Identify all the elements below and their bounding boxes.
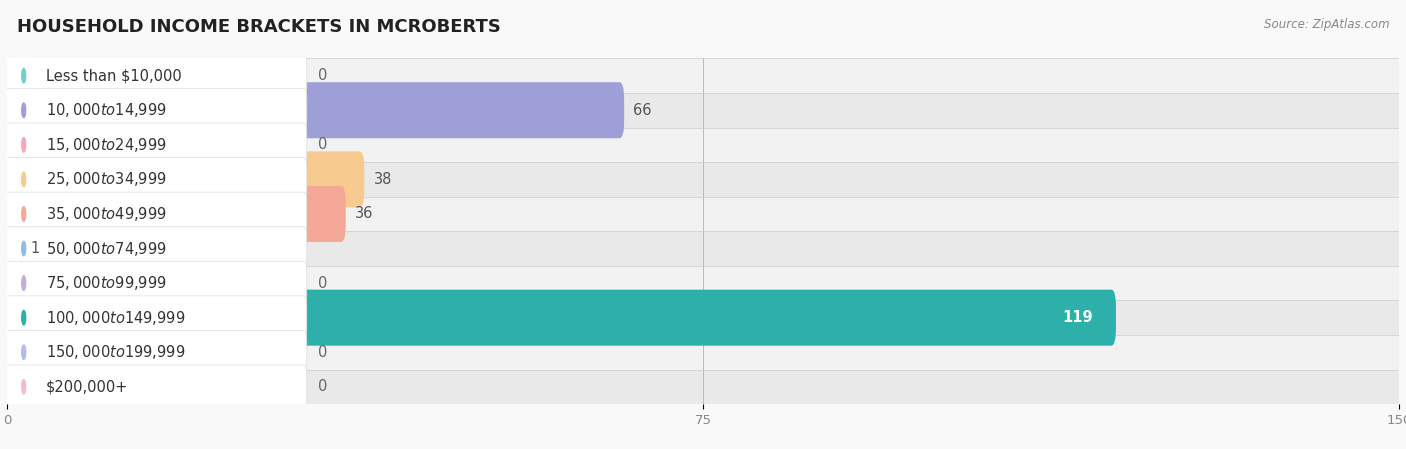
FancyBboxPatch shape: [4, 192, 307, 236]
Text: 66: 66: [633, 103, 652, 118]
Text: 1: 1: [31, 241, 39, 256]
FancyBboxPatch shape: [3, 186, 346, 242]
Circle shape: [21, 276, 25, 291]
FancyBboxPatch shape: [4, 330, 307, 374]
FancyBboxPatch shape: [3, 117, 264, 173]
Text: 38: 38: [374, 172, 392, 187]
FancyBboxPatch shape: [3, 151, 364, 207]
FancyBboxPatch shape: [4, 296, 307, 339]
Circle shape: [21, 103, 25, 118]
Circle shape: [21, 68, 25, 83]
Text: HOUSEHOLD INCOME BRACKETS IN MCROBERTS: HOUSEHOLD INCOME BRACKETS IN MCROBERTS: [17, 18, 501, 36]
Text: $200,000+: $200,000+: [46, 379, 128, 394]
Text: $25,000 to $34,999: $25,000 to $34,999: [46, 170, 167, 189]
FancyBboxPatch shape: [3, 324, 264, 380]
Text: 119: 119: [1062, 310, 1092, 325]
FancyBboxPatch shape: [3, 359, 264, 415]
FancyBboxPatch shape: [7, 93, 1399, 128]
FancyBboxPatch shape: [7, 128, 1399, 162]
Text: 0: 0: [318, 379, 328, 394]
Text: 0: 0: [318, 345, 328, 360]
Circle shape: [21, 379, 25, 394]
FancyBboxPatch shape: [4, 88, 307, 132]
FancyBboxPatch shape: [3, 48, 264, 104]
Text: 36: 36: [354, 207, 374, 221]
FancyBboxPatch shape: [7, 300, 1399, 335]
FancyBboxPatch shape: [7, 370, 1399, 404]
FancyBboxPatch shape: [4, 365, 307, 409]
Text: $35,000 to $49,999: $35,000 to $49,999: [46, 205, 167, 223]
Circle shape: [21, 137, 25, 152]
Text: $150,000 to $199,999: $150,000 to $199,999: [46, 343, 186, 361]
FancyBboxPatch shape: [7, 335, 1399, 370]
FancyBboxPatch shape: [3, 290, 1116, 346]
Text: 0: 0: [318, 68, 328, 83]
FancyBboxPatch shape: [7, 197, 1399, 231]
FancyBboxPatch shape: [7, 58, 1399, 93]
FancyBboxPatch shape: [4, 123, 307, 167]
Text: $75,000 to $99,999: $75,000 to $99,999: [46, 274, 167, 292]
Text: $100,000 to $149,999: $100,000 to $149,999: [46, 308, 186, 327]
FancyBboxPatch shape: [7, 162, 1399, 197]
Text: Source: ZipAtlas.com: Source: ZipAtlas.com: [1264, 18, 1389, 31]
FancyBboxPatch shape: [3, 255, 264, 311]
Text: 0: 0: [318, 276, 328, 291]
FancyBboxPatch shape: [7, 231, 1399, 266]
Text: $10,000 to $14,999: $10,000 to $14,999: [46, 101, 167, 119]
Circle shape: [21, 241, 25, 256]
FancyBboxPatch shape: [4, 227, 307, 270]
Circle shape: [21, 207, 25, 221]
Text: 0: 0: [318, 137, 328, 152]
FancyBboxPatch shape: [3, 220, 21, 277]
Circle shape: [21, 310, 25, 325]
FancyBboxPatch shape: [3, 82, 624, 138]
Circle shape: [21, 172, 25, 187]
Text: $15,000 to $24,999: $15,000 to $24,999: [46, 136, 167, 154]
Circle shape: [21, 345, 25, 360]
Text: $50,000 to $74,999: $50,000 to $74,999: [46, 239, 167, 258]
FancyBboxPatch shape: [7, 266, 1399, 300]
FancyBboxPatch shape: [4, 158, 307, 201]
Text: Less than $10,000: Less than $10,000: [46, 68, 181, 83]
FancyBboxPatch shape: [4, 54, 307, 97]
FancyBboxPatch shape: [4, 261, 307, 305]
